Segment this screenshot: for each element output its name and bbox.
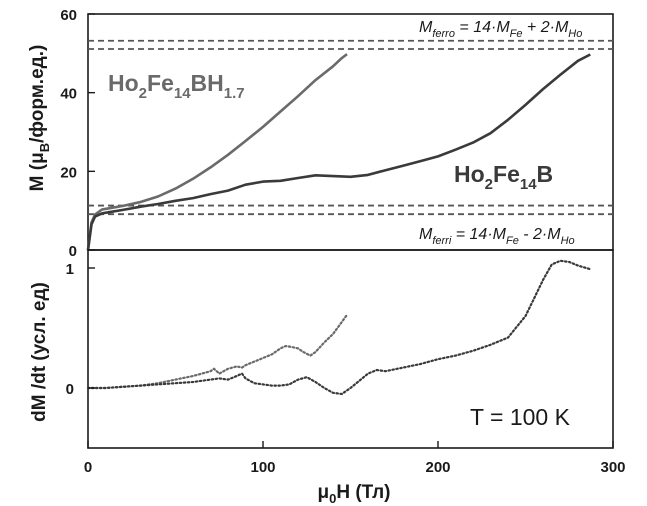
reference-lines — [88, 39, 613, 216]
top-y-ticks: 0 20 40 60 — [60, 7, 95, 260]
x-axis-title: μ0H (Тл) — [318, 482, 391, 506]
x-tick-label: 200 — [425, 459, 450, 476]
text-run: BH — [191, 70, 224, 96]
text-run: Ho — [108, 70, 139, 96]
x-axis-title-sub: 0 — [329, 491, 336, 506]
derivative-series-0 — [86, 313, 349, 390]
bottom-axis-ticks: 0 1 0 100 200 300 — [66, 261, 626, 476]
top-y-axis-title: M (μB/форм.ед.) — [27, 45, 52, 192]
derivative-series-1 — [86, 259, 592, 396]
text-run: M — [419, 226, 433, 243]
text-run: M — [493, 226, 507, 243]
subscript: 2 — [139, 85, 147, 102]
subscript: Ho — [561, 235, 575, 247]
top-y-axis-title-sub: B — [37, 143, 52, 152]
magnetization-series-1 — [86, 53, 591, 251]
x-tick-label: 300 — [600, 459, 625, 476]
ferro-moment-formula: Mferro = 14·MFe + 2·MHo — [419, 19, 582, 40]
x-axis-title-rest: H (Тл) — [336, 482, 390, 503]
subscript: ferri — [432, 235, 452, 247]
temperature-annotation: T = 100 K — [470, 404, 571, 430]
x-tick-label: 100 — [250, 459, 275, 476]
top-y-tick-label: 0 — [69, 243, 77, 260]
subscript: ferro — [432, 28, 455, 40]
series-label-ho2fe14bh17: Ho2Fe14BH1.7 — [108, 70, 245, 102]
top-y-axis-title-main: M (μ — [27, 152, 48, 191]
subscript: 1.7 — [224, 85, 245, 102]
text-run: Fe — [147, 70, 174, 96]
text-run: = 14· — [455, 19, 496, 36]
subscript: Fe — [506, 235, 519, 247]
x-tick-label: 0 — [84, 459, 92, 476]
text-run: B — [537, 161, 554, 187]
top-y-tick-label: 40 — [60, 86, 77, 103]
text-run: + 2· — [522, 19, 554, 36]
bottom-panel: 010 100 200 300 dM /dt (усл. ед) μ0H (Тл) T… — [29, 249, 626, 506]
text-run: M — [419, 19, 433, 36]
magnetization-series-0 — [86, 53, 348, 251]
text-run: = 14· — [451, 226, 492, 243]
top-series — [86, 53, 591, 251]
top-y-tick-label: 20 — [60, 164, 77, 181]
subscript: 2 — [485, 176, 493, 193]
subscript: 14 — [520, 176, 537, 193]
bottom-series — [86, 259, 592, 396]
bottom-y-tick-label: 0 — [66, 381, 74, 398]
text-run: M — [547, 226, 561, 243]
bottom-y-tick-label: 1 — [66, 261, 74, 278]
bottom-plot-frame — [87, 249, 614, 449]
bottom-y-axis-title: dM /dt (усл. ед) — [29, 282, 50, 422]
subscript: 14 — [174, 85, 191, 102]
subscript: Fe — [510, 28, 523, 40]
text-run: M — [555, 19, 569, 36]
top-y-axis-title-rest: /форм.ед.) — [27, 45, 48, 143]
subscript: Ho — [568, 28, 582, 40]
top-y-tick-label: 60 — [60, 7, 77, 24]
text-run: - 2· — [519, 226, 547, 243]
text-run: Ho — [454, 161, 485, 187]
series-label-ho2fe14b: Ho2Fe14B — [454, 161, 553, 193]
text-run: M — [496, 19, 510, 36]
x-axis-title-main: μ — [318, 482, 330, 503]
text-run: Fe — [493, 161, 520, 187]
ferri-moment-formula: Mferri = 14·MFe - 2·MHo — [419, 226, 575, 247]
